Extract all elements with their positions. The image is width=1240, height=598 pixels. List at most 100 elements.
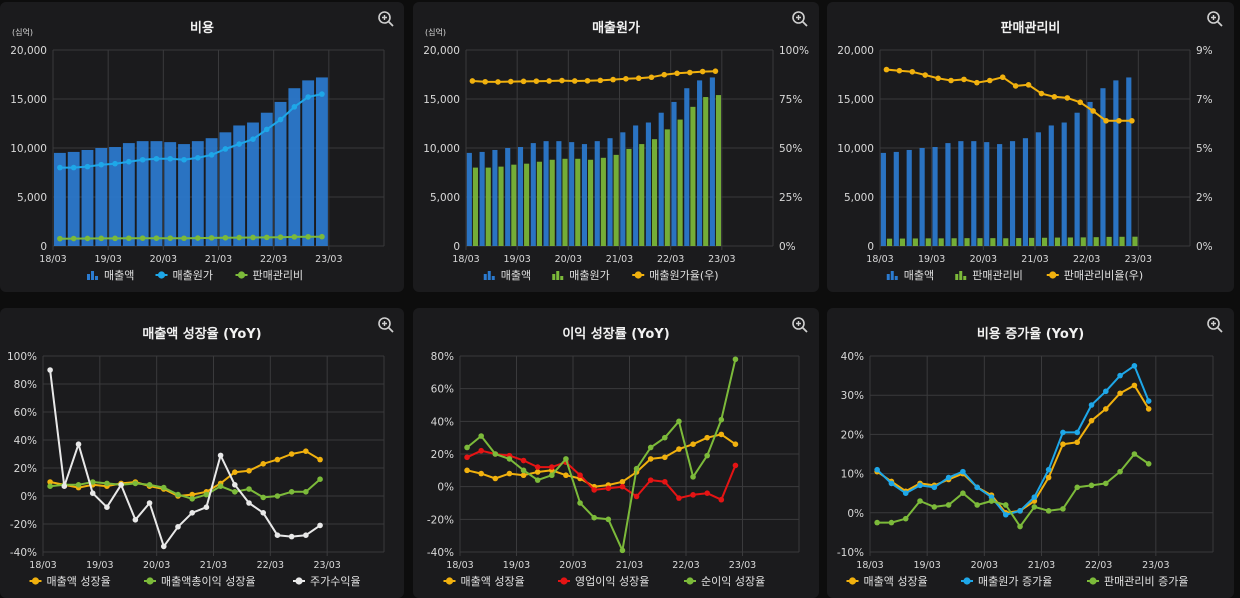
data-point xyxy=(549,472,555,479)
data-point xyxy=(126,235,132,242)
bar-blue xyxy=(906,149,912,246)
data-point xyxy=(1002,502,1009,508)
data-point xyxy=(577,472,583,479)
bar-green xyxy=(664,129,670,246)
legend-bar-icon-segment xyxy=(487,271,491,280)
bar-blue xyxy=(288,88,301,246)
data-point xyxy=(597,77,604,84)
zoom-in-button[interactable] xyxy=(791,316,809,334)
legend-dot-icon xyxy=(445,577,454,585)
data-point xyxy=(506,470,513,477)
bar-blue xyxy=(274,101,287,246)
data-point xyxy=(584,77,591,84)
data-point xyxy=(274,532,281,538)
data-point xyxy=(250,136,256,142)
data-point xyxy=(902,515,909,522)
bar-blue xyxy=(880,152,886,246)
data-point xyxy=(222,146,229,152)
bar-blue xyxy=(620,132,626,246)
bar-blue xyxy=(1009,141,1016,246)
data-point xyxy=(232,482,238,488)
x-tick-label: 18/03 xyxy=(446,560,473,571)
legend-dot-icon xyxy=(237,271,246,279)
bar-blue xyxy=(569,142,575,246)
data-point xyxy=(1017,508,1023,514)
data-point xyxy=(1117,372,1123,379)
bar-green xyxy=(715,95,722,246)
bar-green xyxy=(1132,236,1138,246)
data-point xyxy=(478,470,484,477)
y-tick-label: 10,000 xyxy=(423,143,460,155)
data-point xyxy=(303,489,309,495)
legend-bar-icon-segment xyxy=(890,271,894,280)
data-point xyxy=(492,475,499,482)
data-point xyxy=(160,543,167,550)
data-point xyxy=(175,491,181,498)
x-tick-label: 18/03 xyxy=(39,254,66,265)
zoom-in-button[interactable] xyxy=(377,10,395,28)
data-point xyxy=(153,155,160,162)
data-point xyxy=(909,68,916,75)
bar-green xyxy=(536,161,542,246)
data-point xyxy=(478,433,484,439)
y-tick-label: 0% xyxy=(437,482,454,494)
data-point xyxy=(132,517,139,523)
zoom-in-button[interactable] xyxy=(791,10,809,28)
bar-green xyxy=(1106,236,1112,246)
bar-blue xyxy=(302,80,315,246)
data-point xyxy=(208,235,215,241)
data-point xyxy=(563,456,569,462)
y-right-tick-label: 7% xyxy=(1196,94,1213,106)
y-tick-label: 100% xyxy=(7,351,37,363)
data-point xyxy=(246,500,252,506)
data-point xyxy=(303,532,309,538)
legend-bar-icon-segment xyxy=(552,274,556,280)
zoom-in-button[interactable] xyxy=(1206,316,1224,334)
bar-blue xyxy=(1074,112,1080,246)
x-tick-label: 19/03 xyxy=(86,560,113,571)
x-tick-label: 22/03 xyxy=(1085,560,1112,571)
legend-bar-icon-segment xyxy=(886,274,890,280)
zoom-in-button[interactable] xyxy=(1206,10,1224,28)
data-point xyxy=(317,456,323,463)
bar-blue xyxy=(1100,88,1106,246)
data-point xyxy=(98,235,105,242)
y-tick-label: 40% xyxy=(841,351,864,363)
data-point xyxy=(917,482,923,489)
data-point xyxy=(146,482,153,488)
chart-panel-cost: 비용 (십억) 0 5,000 10,000 15,000 20,000 18/03 19/03… xyxy=(0,2,404,292)
data-point xyxy=(112,160,118,167)
data-point xyxy=(1051,94,1058,100)
bar-green xyxy=(1041,237,1048,246)
chart-panel-sga: 판매관리비 0 5,000 10,000 15,000 20,000 0% 2% 5% 7% 9% 1… xyxy=(827,2,1234,292)
bar-blue xyxy=(260,112,273,246)
x-tick-label: 22/03 xyxy=(257,560,284,571)
zoom-in-button[interactable] xyxy=(377,316,395,334)
bar-green xyxy=(677,119,683,246)
data-point xyxy=(153,235,160,241)
bar-blue xyxy=(67,151,80,246)
data-point xyxy=(917,498,923,504)
data-point xyxy=(1145,461,1152,467)
data-point xyxy=(883,66,890,73)
legend-dot-icon xyxy=(1049,271,1057,279)
bar-green xyxy=(1003,238,1009,246)
data-point xyxy=(181,156,187,163)
y-tick-label: 15,000 xyxy=(10,94,47,106)
data-point xyxy=(888,519,895,526)
bar-blue xyxy=(530,143,536,246)
data-point xyxy=(699,68,706,75)
sga-chart: 판매관리비 0 5,000 10,000 15,000 20,000 0% 2% 5% 7% 9% 1… xyxy=(837,20,1213,282)
data-point xyxy=(61,483,68,489)
data-point xyxy=(291,104,298,110)
data-point xyxy=(303,448,309,454)
data-point xyxy=(47,479,53,485)
data-point xyxy=(260,510,267,516)
data-point xyxy=(175,524,181,530)
data-point xyxy=(534,477,541,483)
data-point xyxy=(260,494,267,501)
x-tick-label: 21/03 xyxy=(1028,560,1055,571)
y-right-tick-label: 75% xyxy=(779,94,802,106)
data-point xyxy=(1060,441,1066,447)
bar-green xyxy=(511,164,517,246)
